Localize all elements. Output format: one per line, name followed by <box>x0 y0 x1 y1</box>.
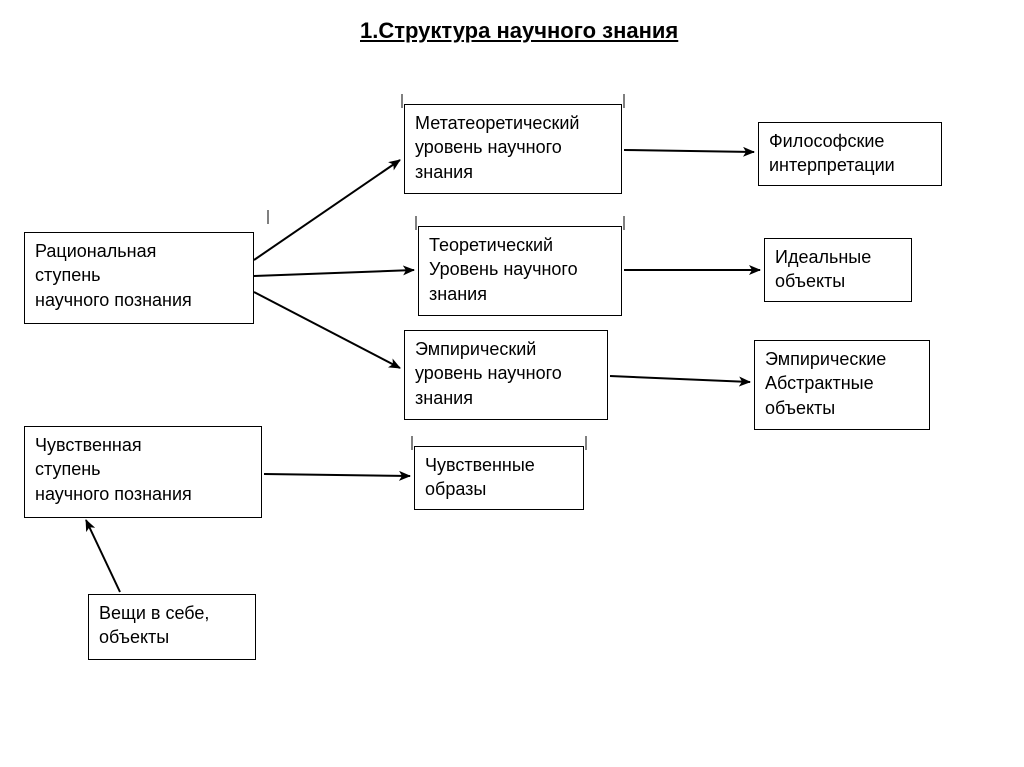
edge-rational-meta <box>254 160 400 260</box>
node-sensory-line: научного познания <box>35 482 251 506</box>
diagram-title: 1.Структура научного знания <box>360 18 678 44</box>
node-philos-line: интерпретации <box>769 153 931 177</box>
node-meta-line: Метатеоретический <box>415 111 611 135</box>
node-empir-line: знания <box>415 386 597 410</box>
edge-sensory-sensimg <box>264 474 410 476</box>
node-things-line: объекты <box>99 625 245 649</box>
node-sensimg: Чувственные образы <box>414 446 584 510</box>
node-ideal-line: Идеальные <box>775 245 901 269</box>
node-theor-line: Уровень научного <box>429 257 611 281</box>
node-rational: Рациональная ступеньнаучного познания <box>24 232 254 324</box>
node-sensory-line: Чувственная <box>35 433 251 457</box>
node-meta-line: уровень научного <box>415 135 611 159</box>
node-empobj-line: Абстрактные <box>765 371 919 395</box>
node-sensory: Чувственнаяступень научного познания <box>24 426 262 518</box>
node-rational-line: научного познания <box>35 288 243 312</box>
edge-empir-empobj <box>610 376 750 382</box>
node-rational-line: Рациональная <box>35 239 243 263</box>
node-sensimg-line: образы <box>425 477 573 501</box>
node-empobj: ЭмпирическиеАбстрактныеобъекты <box>754 340 930 430</box>
node-ideal-line: объекты <box>775 269 901 293</box>
edge-rational-empir <box>254 292 400 368</box>
node-philos: Философскиеинтерпретации <box>758 122 942 186</box>
node-theor-line: знания <box>429 282 611 306</box>
node-empir-line: уровень научного <box>415 361 597 385</box>
node-empir: Эмпирическийуровень научногознания <box>404 330 608 420</box>
node-sensimg-line: Чувственные <box>425 453 573 477</box>
node-meta: Метатеоретическийуровень научногознания <box>404 104 622 194</box>
edge-rational-theor <box>254 270 414 276</box>
node-things-line: Вещи в себе, <box>99 601 245 625</box>
node-empobj-line: Эмпирические <box>765 347 919 371</box>
edge-things-sensory <box>86 520 120 592</box>
node-empir-line: Эмпирический <box>415 337 597 361</box>
node-theor-line: Теоретический <box>429 233 611 257</box>
node-philos-line: Философские <box>769 129 931 153</box>
node-empobj-line: объекты <box>765 396 919 420</box>
node-things: Вещи в себе,объекты <box>88 594 256 660</box>
node-sensory-line: ступень <box>35 457 251 481</box>
node-ideal: Идеальныеобъекты <box>764 238 912 302</box>
node-theor: ТеоретическийУровень научногознания <box>418 226 622 316</box>
edge-meta-philos <box>624 150 754 152</box>
node-meta-line: знания <box>415 160 611 184</box>
node-rational-line: ступень <box>35 263 243 287</box>
